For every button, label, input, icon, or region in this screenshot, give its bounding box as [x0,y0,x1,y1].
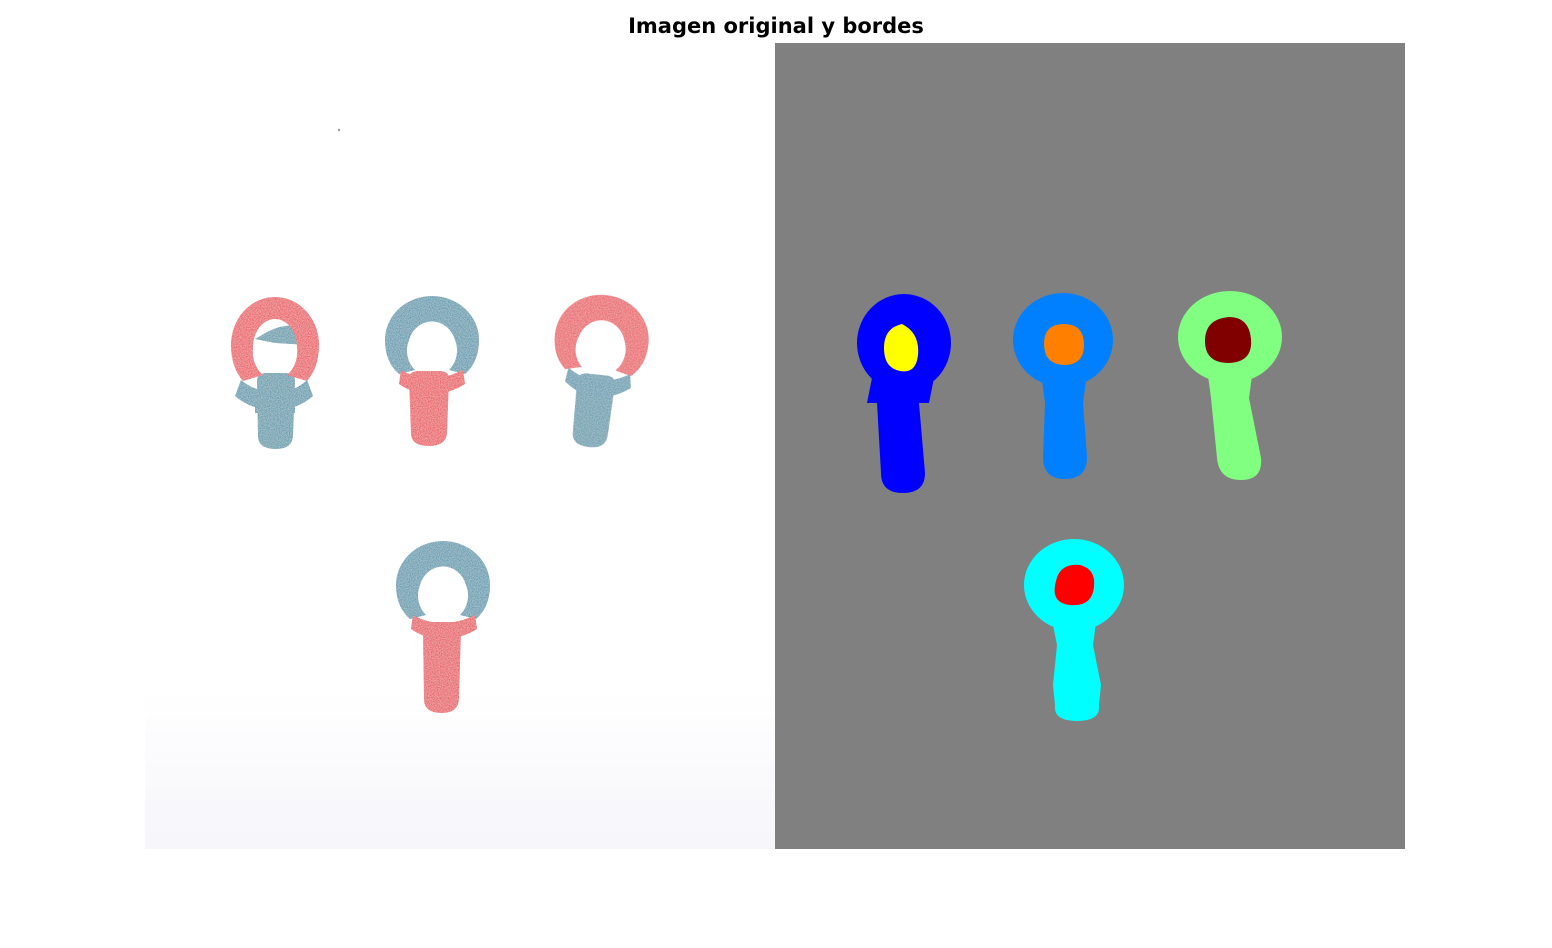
region-2 [1013,293,1113,479]
candy-2 [385,296,479,446]
label-image-panel [775,43,1405,849]
candy-3 [554,294,649,448]
label-image [775,43,1405,849]
figure-title: Imagen original y bordes [628,14,924,38]
original-image-panel [145,43,775,849]
candy-1 [231,297,319,449]
candy-4 [396,541,490,713]
original-image [231,128,649,713]
paper-speck [337,128,341,132]
label-background [775,43,1405,849]
region-1 [857,294,951,493]
region-4 [1024,539,1124,721]
region-3 [1178,291,1282,480]
